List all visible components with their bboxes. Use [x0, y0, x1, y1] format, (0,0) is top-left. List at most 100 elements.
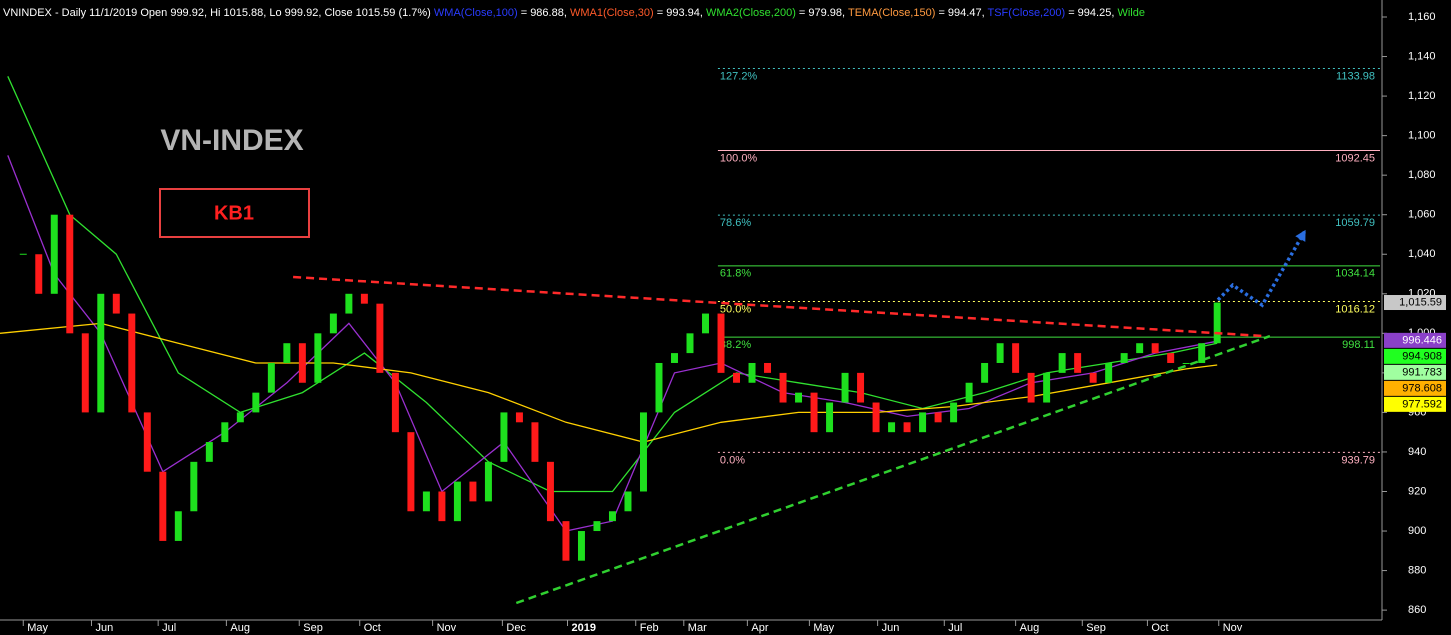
candle [903, 422, 911, 433]
ma-line [7, 76, 1218, 493]
candle [686, 333, 694, 354]
fib-value: 1016.12 [1335, 303, 1375, 315]
x-tick-label: Dec [506, 622, 526, 634]
y-tick-label: 1,140 [1408, 50, 1436, 62]
fib-label: 38.2% [720, 339, 751, 351]
candle [593, 521, 601, 532]
fib-value: 1034.14 [1335, 268, 1375, 280]
header-part: = 993.94, [654, 7, 706, 19]
candle [50, 214, 58, 294]
candle [422, 491, 430, 512]
candle [81, 333, 89, 413]
candle [221, 422, 229, 443]
header-part: = 994.47, [935, 7, 987, 19]
candle [205, 442, 213, 462]
fib-value: 1133.98 [1336, 70, 1375, 82]
projection-head [1295, 229, 1306, 242]
candle [128, 313, 136, 413]
candle [562, 521, 570, 561]
projection [1216, 229, 1308, 308]
candle [733, 372, 741, 383]
candle [143, 412, 151, 472]
x-tick-label: Nov [437, 622, 457, 634]
candle [608, 511, 616, 522]
candle [1213, 302, 1221, 344]
x-tick-label: Aug [1020, 622, 1040, 634]
candle [391, 372, 399, 433]
candle [795, 392, 803, 403]
y-tick-label: 1,080 [1408, 169, 1436, 181]
fib-label: 127.2% [720, 70, 758, 82]
candle [1151, 343, 1159, 354]
value-tag [1384, 380, 1446, 396]
candle [236, 412, 244, 423]
x-tick-label: Mar [688, 622, 707, 634]
candle [717, 313, 725, 373]
x-tick-label: Oct [1151, 622, 1168, 634]
candle [112, 293, 120, 314]
value-tag-label: 994.908 [1402, 350, 1442, 362]
candle [1136, 343, 1144, 354]
candle [438, 491, 446, 522]
fib-value: 1059.79 [1335, 217, 1375, 229]
value-tag [1384, 396, 1446, 412]
candle [515, 412, 523, 423]
candle [919, 412, 927, 433]
x-tick-label: Jul [162, 622, 176, 634]
candle [577, 531, 585, 561]
candle [841, 372, 849, 403]
value-tag-label: 996.446 [1402, 334, 1442, 346]
value-tag [1384, 364, 1446, 380]
header-part: WMA1(Close,30) [570, 7, 654, 19]
fib-value: 939.79 [1341, 454, 1375, 466]
trendline [293, 275, 1266, 338]
x-tick-label: May [813, 622, 834, 634]
candle [174, 511, 182, 541]
header-part: TEMA(Close,150) [848, 7, 935, 19]
x-tick-label: Sep [303, 622, 323, 634]
candle [702, 313, 709, 334]
x-tick-label: Jun [95, 622, 113, 634]
x-tick-label: Feb [640, 622, 659, 634]
x-tick-label: Jun [882, 622, 900, 634]
candle [1074, 353, 1082, 373]
y-tick-label: 880 [1408, 564, 1426, 576]
y-tick-label: 1,120 [1408, 90, 1436, 102]
value-tag [1384, 348, 1446, 364]
candle [965, 382, 973, 403]
candle [376, 303, 384, 373]
x-tick-label: 2019 [572, 622, 596, 634]
candle [1120, 353, 1128, 363]
value-tag-label: 1,015.59 [1399, 296, 1442, 308]
x-tick-label: Aug [230, 622, 250, 634]
candle [779, 372, 787, 403]
candle [872, 402, 880, 433]
x-tick-label: Nov [1223, 622, 1243, 634]
header-part: Wilde [1117, 7, 1145, 19]
candle [546, 461, 554, 522]
value-tag [1384, 332, 1446, 348]
candle [1105, 362, 1113, 383]
candle [1027, 372, 1035, 403]
value-tag [1384, 295, 1446, 311]
value-tag-label: 977.592 [1402, 398, 1442, 410]
candle [671, 353, 678, 363]
candle [252, 392, 260, 413]
candle [1198, 343, 1206, 363]
candle [655, 362, 663, 413]
candle [1089, 372, 1097, 383]
trendline [515, 334, 1271, 605]
x-tick-label: Jul [948, 622, 962, 634]
candle [407, 432, 415, 512]
x-tick-label: Apr [751, 622, 768, 634]
candle [360, 293, 368, 304]
y-tick-label: 1,040 [1408, 248, 1436, 260]
candle [748, 362, 756, 383]
candle [329, 313, 337, 334]
fib-label: 50.0% [720, 303, 751, 315]
header-part: = 979.98, [796, 7, 848, 19]
x-tick-label: Sep [1086, 622, 1106, 634]
header-part: WMA(Close,100) [434, 7, 518, 19]
candle [298, 343, 306, 383]
